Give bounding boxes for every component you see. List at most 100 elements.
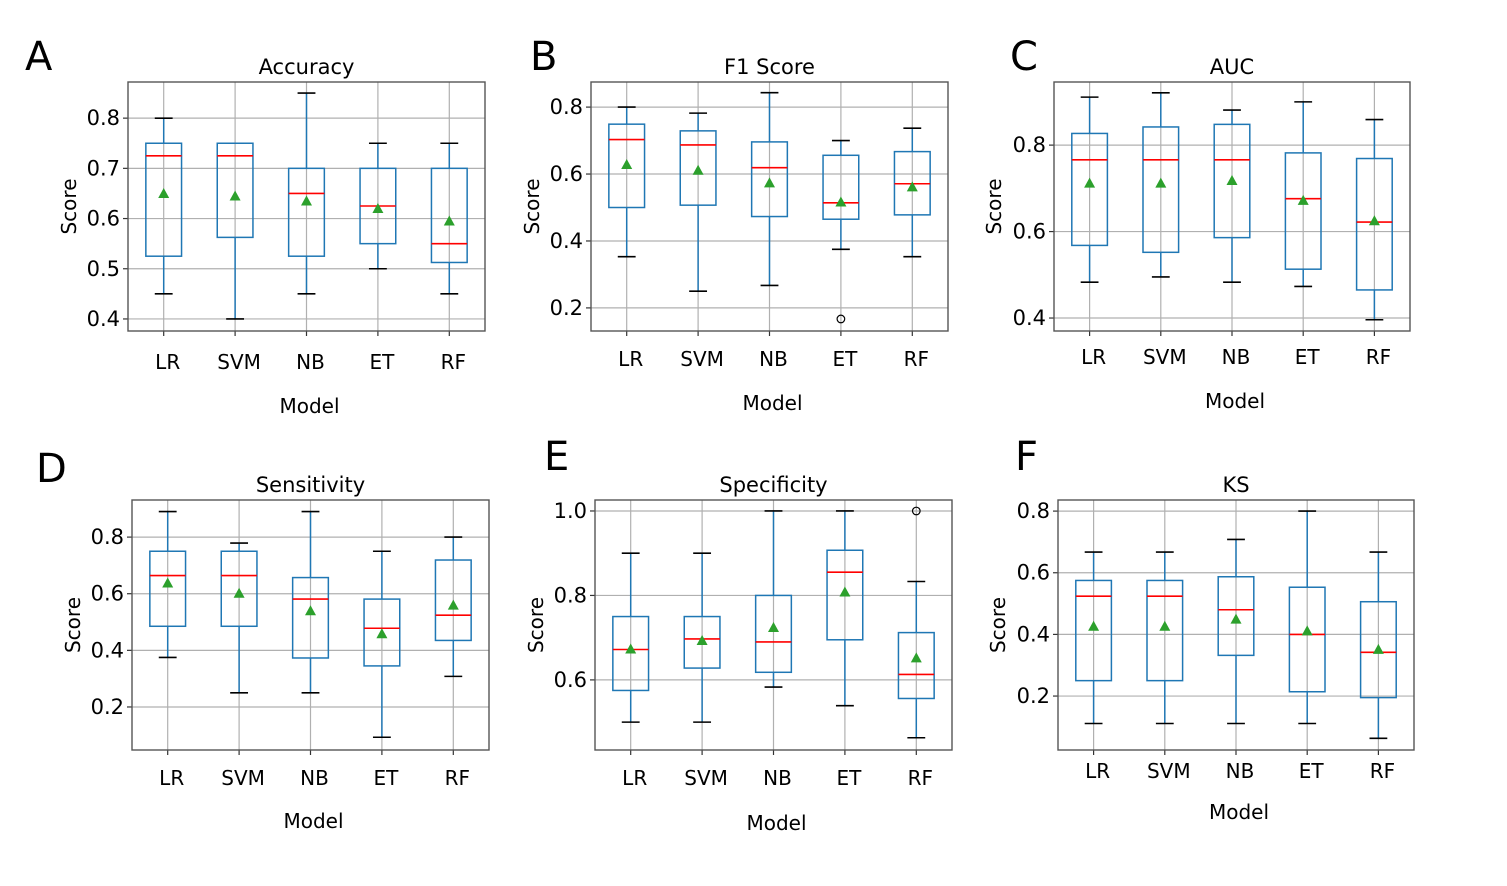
x-tick-label: SVM <box>684 766 728 790</box>
panel-e: E Specificity 0.6 0.8 1.0 LR SVM NB ET RF Model Sco… <box>524 434 953 835</box>
x-tick-label: NB <box>1222 345 1251 369</box>
x-tick-label: RF <box>1366 345 1391 369</box>
axes-frame <box>594 499 953 751</box>
y-axis-label: Score <box>57 178 81 234</box>
mean-marker <box>233 587 245 598</box>
x-axis-label: Model <box>279 394 339 418</box>
iqr-box <box>683 615 721 669</box>
panel-letter: B <box>530 34 557 80</box>
box-rf <box>897 506 935 739</box>
x-axis-label: Model <box>746 811 806 835</box>
iqr-box <box>1142 126 1180 254</box>
iqr-box <box>430 167 468 264</box>
y-tick-label: 0.6 <box>87 207 120 231</box>
box-lr <box>1071 96 1109 283</box>
box-rf <box>893 127 931 258</box>
y-axis-label: Score <box>520 178 544 234</box>
y-tick-label: 0.2 <box>1017 684 1050 708</box>
mean-marker <box>1372 643 1384 654</box>
box-svm <box>216 142 254 320</box>
axes-frame <box>131 499 490 751</box>
panel-b: B F1 Score 0.2 0.4 0.6 0.8 LR SVM NB ET RF Model Sco… <box>520 34 949 415</box>
y-axis-label: Score <box>524 597 548 653</box>
mean-marker <box>447 599 459 610</box>
iqr-box <box>220 550 258 628</box>
x-tick-label: RF <box>908 766 933 790</box>
chart-title: Specificity <box>719 473 827 497</box>
box-svm <box>1142 92 1180 278</box>
mean-marker <box>301 195 312 206</box>
panel-letter: E <box>544 434 569 480</box>
mean-marker <box>1301 625 1313 636</box>
y-tick-label: 0.2 <box>550 296 583 320</box>
mean-marker <box>696 635 708 646</box>
x-tick-label: SVM <box>221 766 265 790</box>
iqr-box <box>1213 123 1251 239</box>
x-tick-label: NB <box>759 347 788 371</box>
iqr-box <box>434 559 472 642</box>
box-et <box>363 550 401 739</box>
y-tick-label: 0.2 <box>91 695 124 719</box>
mean-marker <box>1088 620 1100 631</box>
iqr-box <box>612 615 650 692</box>
panel-letter: A <box>25 34 53 80</box>
mean-marker <box>443 215 455 226</box>
iqr-box <box>1071 132 1109 247</box>
box-nb <box>291 510 330 694</box>
y-axis-label: Score <box>61 597 85 653</box>
x-axis-label: Model <box>283 809 343 833</box>
iqr-box <box>608 123 646 209</box>
y-tick-label: 0.8 <box>87 106 120 130</box>
x-tick-label: NB <box>763 766 792 790</box>
iqr-box <box>1284 152 1322 270</box>
y-tick-label: 0.8 <box>550 95 583 119</box>
mean-marker <box>1155 177 1167 188</box>
chart-title: Accuracy <box>259 55 355 79</box>
iqr-box <box>363 598 401 667</box>
mean-marker <box>764 177 775 188</box>
axes-frame <box>590 81 949 332</box>
box-nb <box>287 92 326 295</box>
iqr-box <box>1075 579 1113 682</box>
box-et <box>359 142 397 270</box>
iqr-box <box>149 550 187 628</box>
iqr-box <box>822 154 860 220</box>
iqr-box <box>145 142 183 257</box>
iqr-box <box>1146 579 1184 682</box>
y-tick-label: 0.6 <box>1017 561 1050 585</box>
box-lr <box>145 117 183 295</box>
iqr-box <box>216 142 254 239</box>
box-nb <box>750 91 789 287</box>
y-tick-label: 0.8 <box>91 525 124 549</box>
axes-frame <box>127 81 486 332</box>
box-rf <box>1355 118 1393 321</box>
axes-frame <box>1053 81 1411 332</box>
mean-marker <box>1230 613 1242 624</box>
chart-title: KS <box>1222 473 1249 497</box>
y-tick-label: 0.4 <box>91 638 124 662</box>
mean-marker <box>692 164 704 175</box>
x-tick-label: SVM <box>217 350 261 374</box>
mean-marker <box>768 621 779 632</box>
x-axis-label: Model <box>1205 389 1265 413</box>
box-nb <box>1213 109 1251 283</box>
chart-title: Sensitivity <box>256 473 365 497</box>
iqr-box <box>1217 576 1255 657</box>
x-tick-label: LR <box>159 766 184 790</box>
x-tick-label: ET <box>1299 759 1325 783</box>
mean-marker <box>376 628 388 639</box>
mean-marker <box>621 159 633 169</box>
x-tick-label: RF <box>445 766 470 790</box>
panel-c: C AUC 0.4 0.6 0.8 LR SVM NB ET RF Model Score <box>982 34 1411 413</box>
panel-letter: C <box>1010 34 1038 80</box>
panel-letter: F <box>1015 434 1038 480</box>
x-tick-label: NB <box>296 350 325 374</box>
y-tick-label: 0.4 <box>87 307 120 331</box>
mean-marker <box>1159 620 1171 631</box>
iqr-box <box>287 167 326 257</box>
x-tick-label: RF <box>904 347 929 371</box>
y-tick-label: 0.4 <box>1017 622 1050 646</box>
x-tick-label: RF <box>441 350 466 374</box>
box-et <box>826 510 864 707</box>
y-tick-label: 0.4 <box>550 229 583 253</box>
